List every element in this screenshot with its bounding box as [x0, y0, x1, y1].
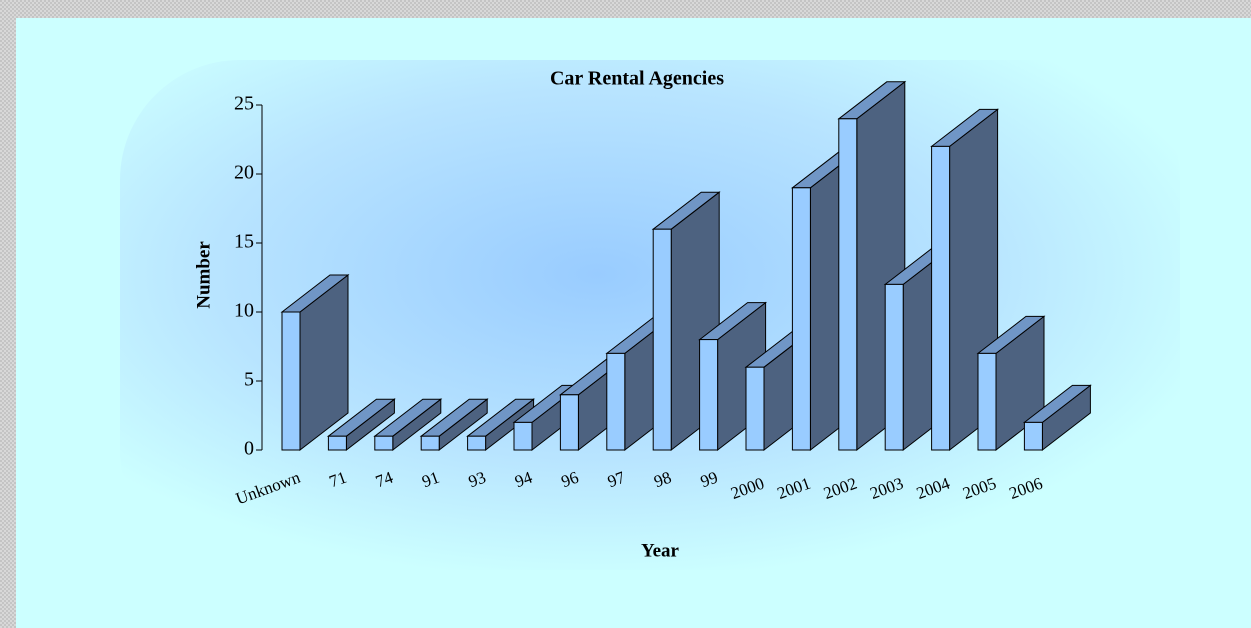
bar-front: [977, 352, 997, 451]
bar: [1022, 384, 1092, 452]
y-axis-label: Number: [193, 241, 214, 309]
bar: [651, 191, 721, 452]
bar-front: [559, 394, 579, 451]
x-tick-label: 74: [373, 467, 396, 491]
x-tick-label: 96: [559, 468, 581, 492]
x-tick-label: 91: [419, 468, 441, 492]
x-tick-label: 97: [605, 467, 628, 491]
x-tick-label: 99: [698, 468, 720, 492]
bar-front: [281, 311, 301, 451]
bar-front: [791, 187, 811, 451]
bar-front: [374, 435, 394, 451]
x-tick-label: 94: [512, 467, 535, 491]
bar-front: [1023, 421, 1043, 451]
bar-front: [884, 283, 904, 451]
bar-front: [838, 118, 858, 451]
bar-front: [420, 435, 440, 451]
y-tick-label: 0: [244, 438, 254, 460]
bar-front: [606, 352, 626, 451]
chart-title: Car Rental Agencies: [550, 68, 724, 90]
x-tick-label: 93: [466, 468, 488, 492]
bar: [976, 315, 1046, 452]
bar-front: [467, 435, 487, 451]
bar-front: [745, 366, 765, 451]
bar: [373, 398, 443, 452]
bar-front: [699, 339, 719, 451]
y-tick-label: 20: [234, 162, 254, 184]
y-tick-label: 10: [234, 300, 254, 322]
bar: [280, 273, 350, 452]
bar: [419, 398, 489, 452]
bar-front: [931, 145, 951, 451]
x-axis-label: Year: [641, 540, 680, 561]
bar-front: [513, 421, 533, 451]
bar-front: [327, 435, 347, 451]
bar: [466, 398, 536, 452]
y-tick-label: 25: [234, 93, 254, 115]
bar: [326, 398, 396, 452]
y-tick-label: 15: [234, 231, 254, 253]
y-tick-label: 5: [244, 369, 254, 391]
bar-front: [652, 228, 672, 451]
x-tick-label: 98: [651, 468, 673, 492]
x-tick-label: 71: [327, 468, 349, 492]
